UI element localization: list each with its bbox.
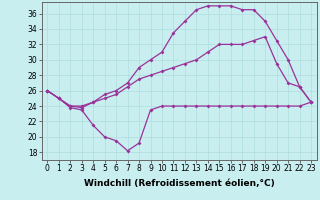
X-axis label: Windchill (Refroidissement éolien,°C): Windchill (Refroidissement éolien,°C) [84, 179, 275, 188]
